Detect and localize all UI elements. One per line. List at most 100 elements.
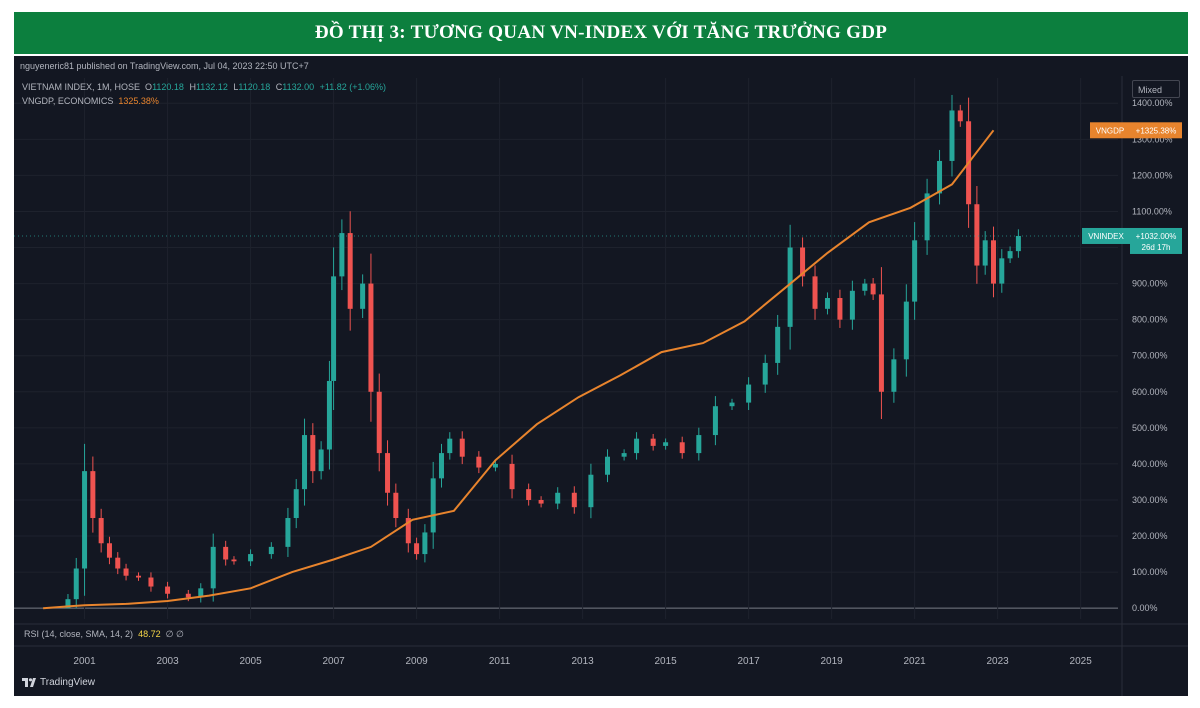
candle-body <box>650 438 656 446</box>
candle-body <box>268 546 274 555</box>
ohlc-high: 1132.12 <box>195 82 228 92</box>
vnindex-value-tag <box>1130 227 1182 254</box>
candle-body <box>634 438 640 454</box>
candle-body <box>1007 251 1013 259</box>
candle-body <box>903 301 909 360</box>
candle-body <box>82 471 88 569</box>
candle-body <box>331 276 337 381</box>
ohlc-low: 1120.18 <box>238 82 271 92</box>
candle-body <box>957 110 963 122</box>
candle-body <box>414 543 420 555</box>
y-tick-label: 900.00% <box>1132 279 1168 289</box>
y-tick-label: 300.00% <box>1132 495 1168 505</box>
y-tick-label: 100.00% <box>1132 567 1168 577</box>
y-tick-label: 800.00% <box>1132 315 1168 325</box>
candle-body <box>982 240 988 266</box>
rsi-extra: ∅ ∅ <box>165 629 184 639</box>
candle-body <box>318 449 324 472</box>
candle-body <box>924 193 930 241</box>
candle-body <box>73 568 79 600</box>
chart-canvas[interactable]: 0.00% 100.00% 200.00% 300.00% 400.00% 500.00%… <box>14 56 1188 696</box>
candle-body <box>937 160 943 194</box>
candle-body <box>862 283 868 291</box>
vnindex-name-label: VNINDEX <box>1088 232 1124 241</box>
gdp-series-legend: VNGDP, ECONOMICS 1325.38% <box>22 96 159 106</box>
candle-body <box>285 518 291 547</box>
candle-body <box>538 499 544 504</box>
candle-body <box>210 546 216 589</box>
y-tick-label: 1100.00% <box>1132 206 1172 216</box>
candle-body <box>90 471 96 519</box>
candle-body <box>106 543 112 558</box>
candle-body <box>326 380 332 450</box>
y-tick-label: 1400.00% <box>1132 98 1173 108</box>
candle-body <box>1015 235 1021 252</box>
main-series-name: VIETNAM INDEX, 1M, HOSE <box>22 82 141 92</box>
candle-body <box>123 568 129 576</box>
x-tick-label: 2021 <box>904 656 927 667</box>
candle-body <box>787 247 793 327</box>
candle-body <box>912 240 918 302</box>
candle-body <box>555 492 561 504</box>
candle-body <box>393 492 399 519</box>
candle-body <box>990 240 996 284</box>
x-tick-label: 2015 <box>654 656 677 667</box>
vngdp-value-tag <box>1130 122 1182 139</box>
candle-body <box>360 283 366 309</box>
candle-body <box>376 391 382 454</box>
candle-body <box>248 554 254 562</box>
candle-body <box>447 438 453 454</box>
rsi-value: 48.72 <box>138 629 161 639</box>
vngdp-name-label: VNGDP <box>1096 126 1124 135</box>
candle-body <box>526 489 532 500</box>
ohlc-high-label: H <box>189 82 196 92</box>
candle-body <box>223 546 229 560</box>
candle-body <box>729 402 735 407</box>
x-tick-label: 2007 <box>322 656 345 667</box>
candle-body <box>712 406 718 436</box>
vnindex-name-tag <box>1082 227 1130 244</box>
scale-mode-selector[interactable]: Mixed <box>1132 80 1180 98</box>
candle-body <box>231 559 237 562</box>
candle-body <box>999 258 1005 284</box>
candle-body <box>198 588 204 598</box>
candle-body <box>422 532 428 555</box>
tradingview-chart-panel[interactable]: 0.00% 100.00% 200.00% 300.00% 400.00% 500.00%… <box>14 56 1188 696</box>
candle-body <box>492 463 498 468</box>
candle-body <box>430 478 436 533</box>
x-tick-label: 2009 <box>405 656 428 667</box>
candle-body <box>148 577 154 587</box>
tradingview-logo[interactable]: TradingView <box>22 677 95 688</box>
candle-body <box>849 290 855 320</box>
candle-body <box>891 359 897 392</box>
y-tick-label: 400.00% <box>1132 459 1168 469</box>
y-tick-label: 1200.00% <box>1132 170 1173 180</box>
candle-body <box>115 557 121 569</box>
candle-body <box>679 442 685 454</box>
candle-body <box>293 489 299 519</box>
candle-body <box>870 283 876 295</box>
chart-title: ĐỒ THỊ 3: TƯƠNG QUAN VN-INDEX VỚI TĂNG T… <box>314 22 888 43</box>
candle-body <box>438 453 444 479</box>
y-tick-label: 600.00% <box>1132 387 1168 397</box>
ohlc-low-label: L <box>233 82 239 92</box>
candle-body <box>385 453 391 493</box>
y-tick-label: 500.00% <box>1132 423 1168 433</box>
x-tick-label: 2001 <box>73 656 96 667</box>
candle-body <box>949 110 955 161</box>
tradingview-logo-text: TradingView <box>40 677 96 688</box>
candle-body <box>663 442 669 446</box>
candle-body <box>746 384 752 403</box>
vnindex-value-label: +1032.00% <box>1136 232 1177 241</box>
candle-body <box>185 593 191 598</box>
vngdp-name-tag <box>1090 122 1130 139</box>
x-tick-label: 2023 <box>987 656 1010 667</box>
y-tick-label: 200.00% <box>1132 531 1168 541</box>
candle-body <box>405 518 411 544</box>
candle-body <box>696 435 702 454</box>
candle-body <box>837 298 843 320</box>
candle-body <box>136 575 142 578</box>
candle-body <box>347 233 353 309</box>
y-tick-label: 1300.00% <box>1132 134 1173 144</box>
candle-body <box>339 233 345 277</box>
